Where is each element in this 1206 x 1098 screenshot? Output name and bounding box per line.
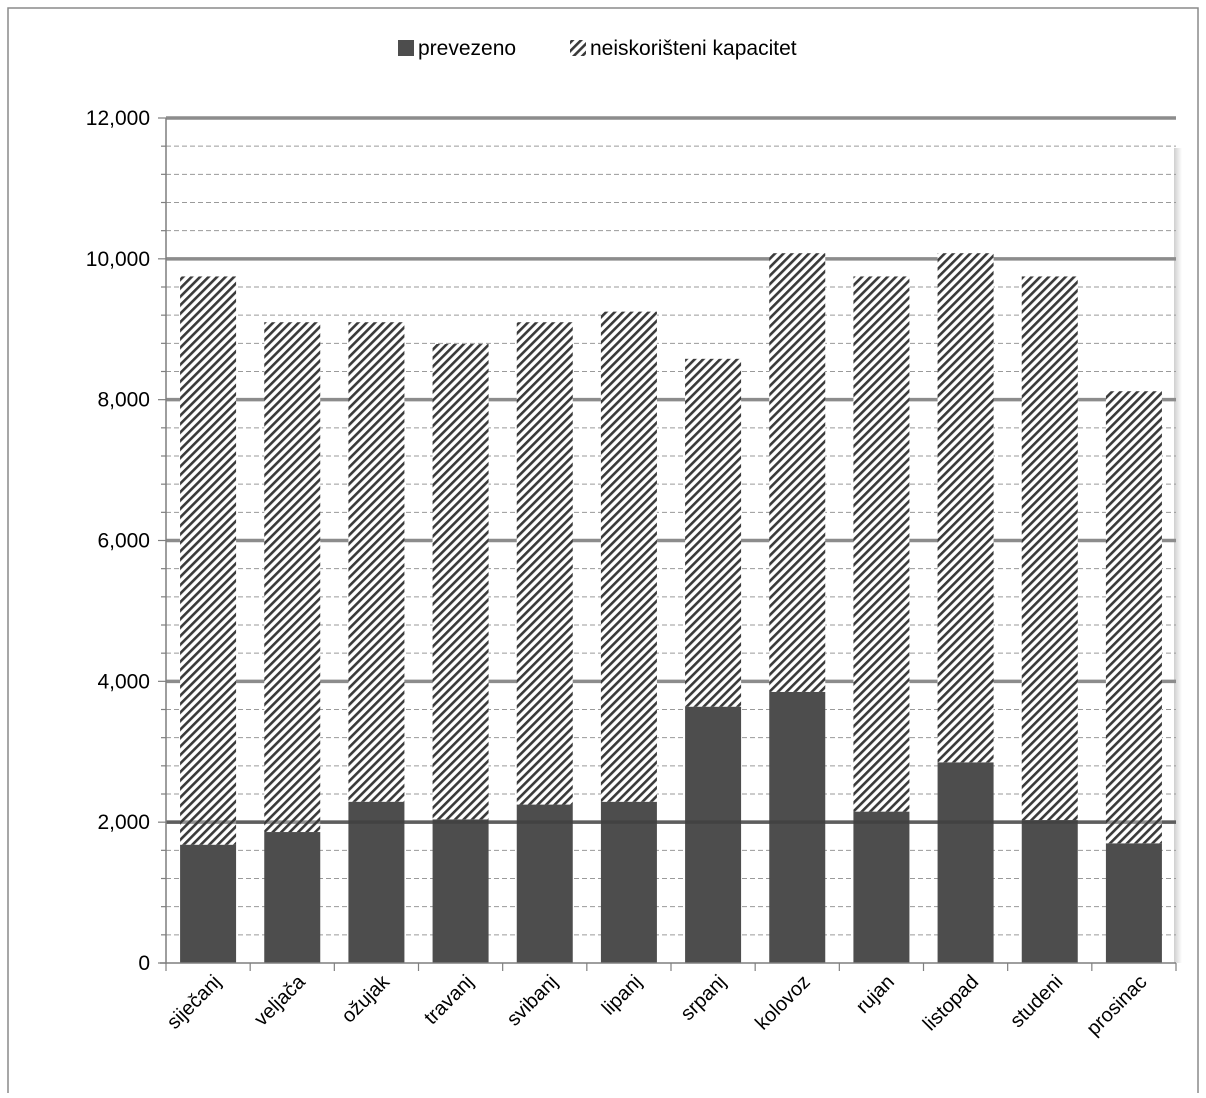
plot-area: 02,0004,0006,0008,00010,00012,000siječan…	[86, 107, 1182, 1040]
legend-swatch	[570, 40, 586, 56]
bar-prevezeno	[600, 801, 657, 963]
bar-neiskoristeni-kapacitet	[432, 344, 489, 820]
bar-neiskoristeni-kapacitet	[937, 253, 994, 763]
bar-prevezeno	[685, 706, 742, 963]
bar-prevezeno	[516, 804, 573, 963]
bar-neiskoristeni-kapacitet	[264, 322, 321, 833]
bar-prevezeno	[180, 844, 237, 963]
y-tick-label: 4,000	[97, 670, 150, 693]
plot-shadow	[1174, 148, 1182, 963]
bar-prevezeno	[264, 832, 321, 963]
bar-neiskoristeni-kapacitet	[180, 276, 237, 845]
bar-prevezeno	[1021, 820, 1078, 963]
y-tick-label: 12,000	[86, 107, 150, 130]
y-tick-label: 8,000	[97, 389, 150, 412]
legend-label: neiskorišteni kapacitet	[590, 37, 797, 60]
bar-prevezeno	[853, 811, 910, 963]
bar-prevezeno	[937, 762, 994, 963]
bar-neiskoristeni-kapacitet	[348, 322, 405, 802]
y-tick-label: 0	[138, 952, 150, 975]
bar-neiskoristeni-kapacitet	[853, 276, 910, 812]
bar-prevezeno	[348, 801, 405, 963]
y-tick-label: 2,000	[97, 811, 150, 834]
legend: prevezeno neiskorišteni kapacitet	[398, 37, 797, 60]
legend-label: prevezeno	[418, 37, 516, 60]
bar-prevezeno	[432, 819, 489, 963]
y-tick-label: 10,000	[86, 248, 150, 271]
bar-prevezeno	[1105, 843, 1162, 963]
bar-neiskoristeni-kapacitet	[516, 322, 573, 805]
bar-neiskoristeni-kapacitet	[1105, 391, 1162, 844]
bar-prevezeno	[769, 691, 826, 963]
bar-neiskoristeni-kapacitet	[1021, 276, 1078, 821]
bar-neiskoristeni-kapacitet	[600, 311, 657, 802]
y-tick-label: 6,000	[97, 530, 150, 553]
bar-neiskoristeni-kapacitet	[685, 358, 742, 707]
legend-swatch	[398, 40, 414, 56]
bar-neiskoristeni-kapacitet	[769, 253, 826, 692]
